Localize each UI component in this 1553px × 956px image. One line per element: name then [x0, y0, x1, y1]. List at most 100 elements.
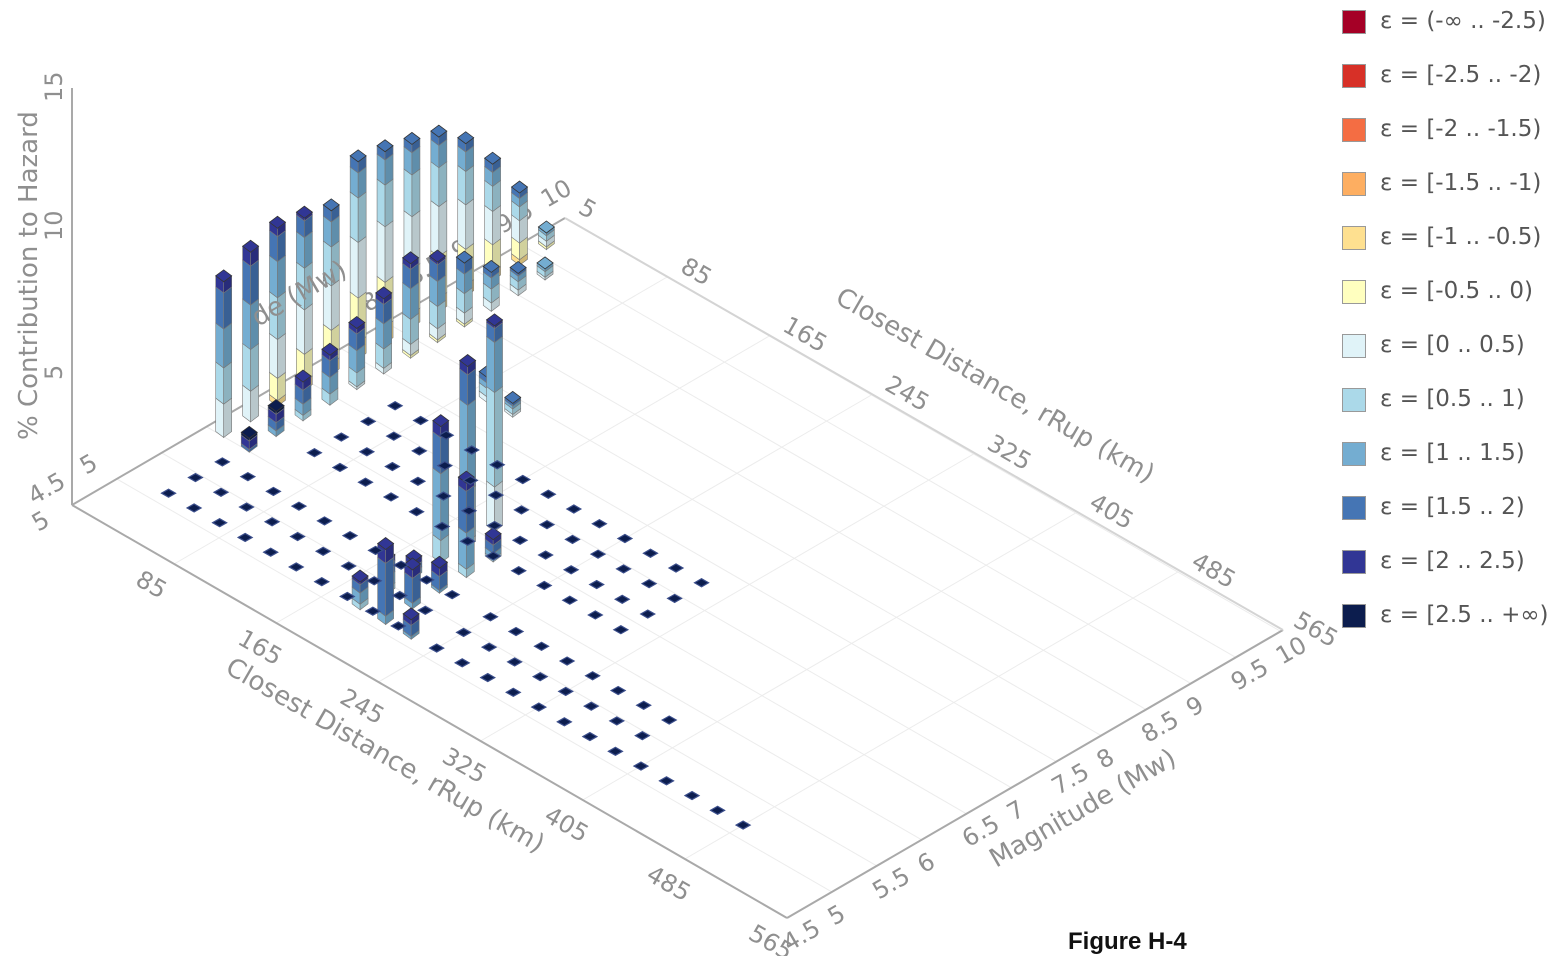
- legend-label: ε = [-2.5 .. -2): [1380, 62, 1542, 88]
- small-contribution-cell: [418, 575, 435, 585]
- small-contribution-cell: [340, 561, 357, 571]
- bar-segment: [376, 178, 386, 228]
- front-magnitude-tick-label: 5: [75, 448, 102, 480]
- legend-swatch: [1342, 280, 1366, 304]
- bar-top: [537, 220, 556, 234]
- legend-item[interactable]: ε = [-1.5 .. -1): [1342, 170, 1552, 200]
- small-contribution-cell: [640, 578, 658, 589]
- small-contribution-cell: [339, 591, 356, 602]
- small-contribution-cell: [666, 593, 683, 604]
- small-contribution-cell: [616, 533, 634, 544]
- small-contribution-cell: [239, 471, 257, 482]
- bar-column: [295, 205, 314, 392]
- small-contribution-cell: [412, 415, 429, 426]
- bar-segment-side: [357, 191, 367, 244]
- grid-line-r: [582, 512, 1076, 801]
- grid-line-m: [116, 478, 833, 893]
- bar-top: [321, 342, 339, 356]
- bar-column: [267, 399, 285, 438]
- bar-segment-side: [384, 178, 394, 228]
- bar-column: [504, 390, 522, 418]
- bar-segment: [349, 235, 359, 299]
- legend-item[interactable]: ε = [2.5 .. +∞): [1342, 602, 1552, 632]
- legend-label: ε = [-0.5 .. 0): [1380, 278, 1534, 304]
- legend-item[interactable]: ε = [0 .. 0.5): [1342, 332, 1552, 362]
- small-contribution-cell: [507, 626, 525, 637]
- legend-item[interactable]: ε = [-1 .. -0.5): [1342, 224, 1552, 254]
- legend-item[interactable]: ε = [-2 .. -1.5): [1342, 116, 1552, 146]
- bar-segment-side: [438, 161, 448, 208]
- right-magnitude-tick-label: 6: [912, 847, 939, 879]
- legend-item[interactable]: ε = [0.5 .. 1): [1342, 386, 1552, 416]
- front-distance-tick-label: 485: [642, 860, 696, 907]
- rear-distance-tick-label: 405: [1085, 488, 1139, 535]
- bar-column: [537, 220, 556, 251]
- small-contribution-cell: [187, 472, 204, 483]
- legend-swatch: [1342, 496, 1366, 520]
- rear-distance-tick-label: 165: [778, 311, 832, 358]
- small-contribution-cell: [583, 701, 600, 711]
- legend-item[interactable]: ε = [-2.5 .. -2): [1342, 62, 1552, 92]
- legend-item[interactable]: ε = [1.5 .. 2): [1342, 494, 1552, 524]
- legend-swatch: [1342, 388, 1366, 412]
- bar-segment-side: [465, 164, 475, 206]
- small-contribution-cell: [581, 731, 599, 742]
- bar-segment: [457, 164, 467, 206]
- bar-segment: [459, 368, 468, 407]
- bar-top: [294, 369, 312, 383]
- small-contribution-cell: [463, 445, 480, 455]
- bar-segment: [486, 385, 495, 488]
- bars: [160, 124, 752, 830]
- legend-swatch: [1342, 550, 1366, 574]
- front-distance-tick-label: 85: [131, 565, 171, 605]
- bar-top: [484, 527, 502, 541]
- small-contribution-cell: [537, 550, 554, 560]
- small-contribution-cell: [211, 518, 228, 528]
- legend-item[interactable]: ε = [2 .. 2.5): [1342, 548, 1552, 578]
- bar-segment: [376, 220, 386, 284]
- bar-column: [241, 239, 260, 423]
- right-magnitude-axis-line: [786, 629, 1284, 919]
- legend-item[interactable]: ε = [-0.5 .. 0): [1342, 278, 1552, 308]
- bar-top: [351, 569, 369, 583]
- legend-label: ε = [2 .. 2.5): [1380, 548, 1525, 574]
- bar-segment: [486, 335, 495, 394]
- bar-segment-side: [223, 361, 233, 405]
- bar-top: [241, 239, 260, 253]
- legend-swatch: [1342, 118, 1366, 142]
- front-magnitude-tick-label: 4.5: [23, 467, 70, 510]
- legend-item[interactable]: ε = [1 .. 1.5): [1342, 440, 1552, 470]
- bar-column: [455, 250, 474, 328]
- legend-swatch: [1342, 442, 1366, 466]
- bar-segment: [349, 191, 359, 244]
- bar-segment-side: [492, 204, 501, 246]
- small-contribution-cell: [615, 564, 632, 574]
- bar-top: [432, 414, 450, 428]
- bar-segment-side: [438, 200, 448, 258]
- legend-item[interactable]: ε = (-∞ .. -2.5): [1342, 8, 1552, 38]
- bar-top: [402, 607, 420, 621]
- grid-line-m: [251, 400, 967, 815]
- rear-distance-tick-label: 485: [1187, 547, 1241, 594]
- bar-segment: [484, 204, 493, 246]
- small-contribution-cell: [661, 715, 678, 725]
- small-contribution-cell: [608, 716, 626, 726]
- bar-top: [376, 537, 395, 551]
- small-contribution-cell: [511, 535, 529, 546]
- bar-top: [401, 251, 420, 265]
- grid-line-m: [519, 243, 1236, 658]
- small-contribution-cell: [484, 551, 502, 561]
- small-contribution-cell: [341, 530, 359, 541]
- small-contribution-cell: [489, 460, 506, 470]
- bar-column: [482, 259, 500, 312]
- bar-top: [457, 131, 475, 145]
- rear-distance-axis-line: [564, 217, 1284, 631]
- bar-top: [536, 256, 554, 270]
- small-contribution-cell: [609, 685, 627, 696]
- bar-top: [483, 151, 502, 165]
- bar-segment: [457, 198, 467, 250]
- small-contribution-cell: [386, 401, 404, 411]
- legend-swatch: [1342, 604, 1366, 628]
- bar-top: [295, 205, 314, 219]
- small-contribution-cell: [462, 475, 479, 486]
